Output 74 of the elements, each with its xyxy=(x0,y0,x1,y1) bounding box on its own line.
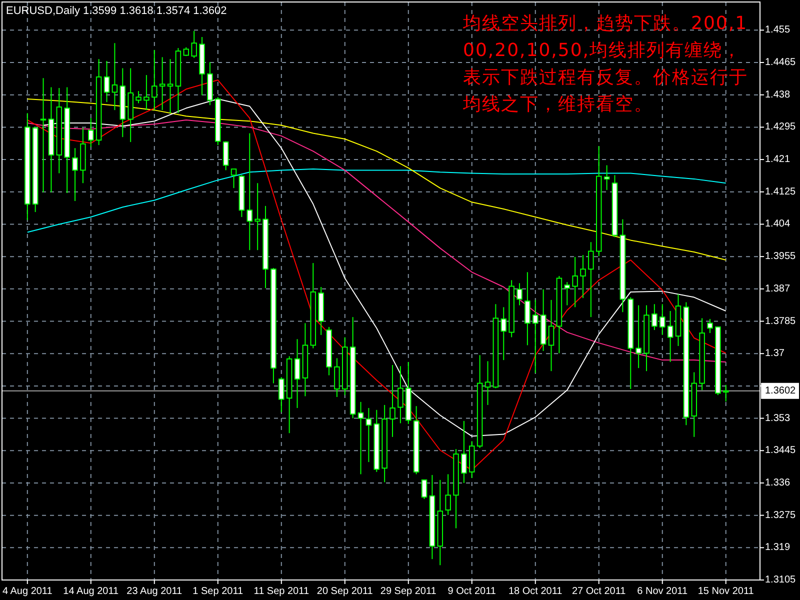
candlestick xyxy=(191,30,197,58)
chart-title: EURUSD,Daily 1.3599 1.3618 1.3574 1.3602 xyxy=(6,5,227,17)
candlestick xyxy=(516,282,522,306)
x-tick-label: 1 Sep 2011 xyxy=(192,586,244,597)
candlestick xyxy=(722,384,729,402)
candlestick xyxy=(421,479,428,500)
x-tick-label: 15 Nov 2011 xyxy=(698,586,754,597)
y-tick-label: 1.455 xyxy=(765,24,790,36)
candlestick xyxy=(366,408,372,463)
candlestick xyxy=(652,304,658,331)
candlestick xyxy=(246,132,253,251)
candlestick xyxy=(398,366,404,424)
candlestick xyxy=(144,74,150,111)
y-tick-label: 1.4465 xyxy=(765,57,796,68)
x-tick-label: 4 Aug 2011 xyxy=(2,586,53,597)
y-tick-label: 1.387 xyxy=(765,283,790,294)
candlestick xyxy=(604,164,610,190)
candlestick xyxy=(636,304,642,369)
candlestick xyxy=(254,182,260,251)
y-tick-label: 1.353 xyxy=(765,412,790,424)
candlestick xyxy=(222,140,229,171)
candlestick xyxy=(390,364,396,438)
y-tick-label: 1.3785 xyxy=(765,316,796,327)
x-tick-label: 20 Sep 2011 xyxy=(316,586,374,597)
x-tick-label: 9 Oct 2011 xyxy=(448,586,496,597)
y-tick-label: 1.4125 xyxy=(765,186,796,198)
y-tick-label: 1.37 xyxy=(765,348,785,360)
x-tick-label: 23 Aug 2011 xyxy=(126,586,183,597)
candlestick xyxy=(500,306,507,361)
x-tick-label: 29 Sep 2011 xyxy=(380,586,437,597)
candlestick xyxy=(532,299,538,374)
candlestick xyxy=(278,376,284,413)
x-tick-label: 18 Oct 2011 xyxy=(508,586,563,597)
x-tick-label: 11 Sep 2011 xyxy=(254,586,310,597)
candlestick xyxy=(167,58,174,114)
candlestick xyxy=(152,49,158,111)
candlestick xyxy=(40,78,46,193)
candlestick xyxy=(548,299,554,372)
candlestick xyxy=(461,420,467,484)
y-tick-label: 1.3955 xyxy=(765,251,796,262)
ref-line-label: 1.3602 xyxy=(765,385,796,396)
candlestick xyxy=(580,254,586,299)
candlestick xyxy=(445,474,451,516)
annotation: 均线空头排列，趋势下跌。200,100,20,10,50,均线排列有缠绕，表示下跌过程有反复。价格运行于均线之下，维持看空。 xyxy=(463,12,748,117)
candlestick xyxy=(159,56,166,111)
y-tick-label: 1.319 xyxy=(765,542,790,554)
candlestick xyxy=(72,148,78,202)
y-tick-label: 1.404 xyxy=(765,218,790,230)
candlestick xyxy=(524,272,530,346)
y-tick-label: 1.336 xyxy=(765,477,790,488)
candlestick xyxy=(659,304,666,336)
y-tick-label: 1.4295 xyxy=(765,122,796,133)
candlestick xyxy=(294,338,300,409)
y-tick-label: 1.3445 xyxy=(765,445,796,456)
candlestick xyxy=(707,318,713,334)
candlestick xyxy=(572,256,578,308)
x-tick-label: 27 Oct 2011 xyxy=(572,586,626,597)
y-tick-label: 1.3275 xyxy=(765,510,796,521)
x-tick-label: 14 Aug 2011 xyxy=(63,586,120,597)
candlestick xyxy=(358,401,364,475)
candlestick xyxy=(564,282,570,306)
candlestick xyxy=(484,360,491,406)
candlestick xyxy=(104,60,110,103)
x-tick-label: 6 Nov 2011 xyxy=(637,586,688,597)
candlestick xyxy=(112,42,118,111)
candlestick xyxy=(136,90,142,104)
y-tick-label: 1.3105 xyxy=(765,574,796,586)
candlestick xyxy=(230,168,237,189)
y-tick-label: 1.421 xyxy=(765,154,790,166)
candlestick xyxy=(588,242,594,318)
candlestick xyxy=(334,358,340,398)
y-tick-label: 1.438 xyxy=(765,89,790,100)
candlestick xyxy=(88,118,94,148)
candlestick xyxy=(667,310,674,362)
